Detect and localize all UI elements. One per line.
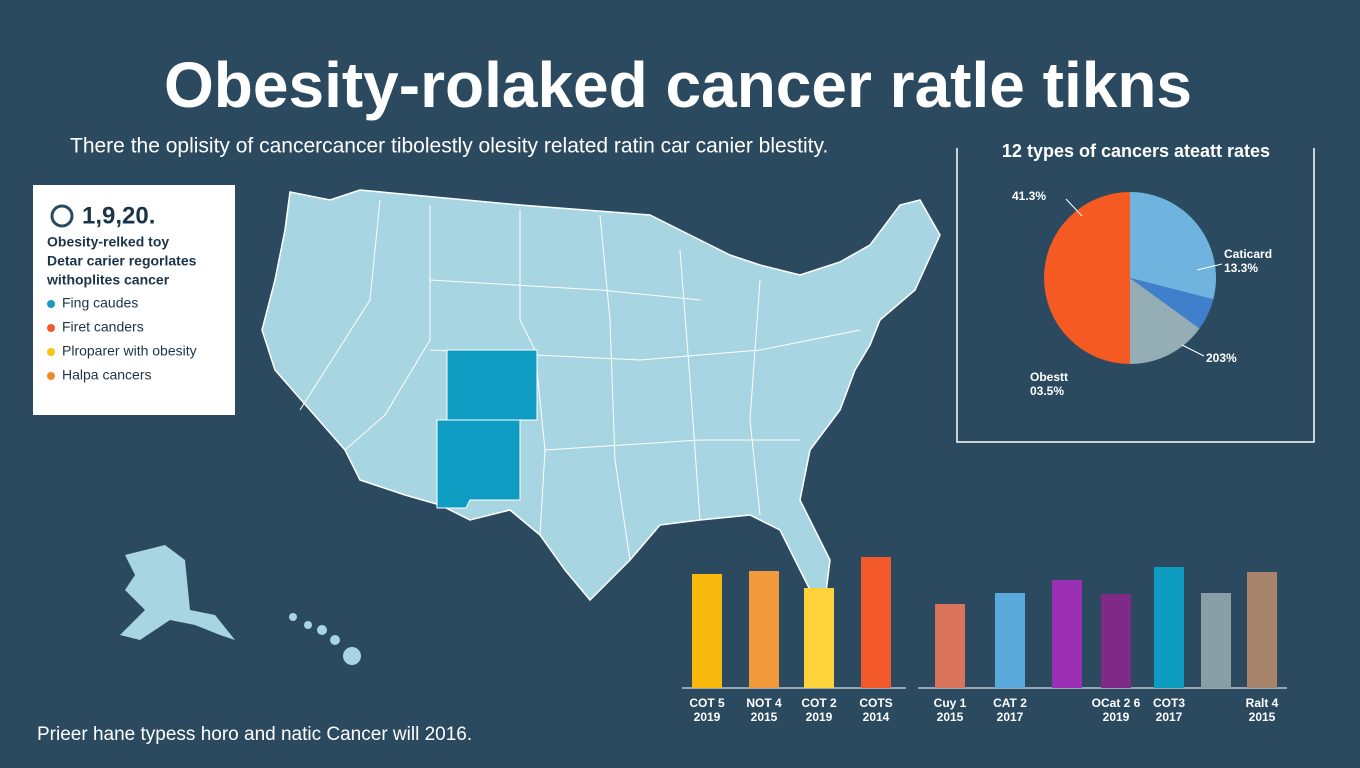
subtitle: There the oplisity of cancercancer tibol… [70,135,828,158]
legend-label: Halpa cancers [62,367,152,383]
bar [1052,580,1082,688]
legend-dot [47,372,55,380]
us-mainland [261,189,941,602]
bar-label: CAT 2 2017 [993,696,1027,724]
pie-slice [1130,278,1200,364]
footer: Prieer hane typess horo and natic Cancer… [37,724,472,745]
bar-label: COTS 2014 [859,696,892,724]
bar [692,574,722,688]
pie-annotation: Obestt 03.5% [1030,370,1068,398]
pie-leader [1181,344,1205,357]
pie-leader [1065,198,1083,217]
pie-slice [1130,192,1216,300]
legend-stat: 1,9,20. [82,202,155,229]
bar [1247,572,1277,688]
legend-icon [50,204,74,228]
pie-frame [956,148,1315,443]
bar [1201,593,1231,688]
alaska [120,545,235,640]
colorado [446,349,538,421]
pie-annotation: 203% [1206,351,1237,365]
pie-slice [1130,278,1214,329]
state-borders [299,199,861,561]
legend-label: Plroparer with obesity [62,343,197,359]
bar [1101,594,1131,688]
pie-title: 12 types of cancers ateatt rates [1002,141,1270,161]
bar-label: Cuy 1 2015 [934,696,967,724]
pie-annotation: Caticard 13.3% [1224,247,1272,275]
legend-dot [47,300,55,308]
bar-label: Ralt 4 2015 [1246,696,1279,724]
bar [861,557,891,688]
bar [1154,567,1184,688]
map [120,189,941,665]
title: Obesity-rolaked cancer ratle tikns [164,49,1192,121]
legend-label: Firet canders [62,319,144,335]
bar-label: NOT 4 2015 [746,696,782,724]
pie-leader [1196,263,1223,271]
bar [749,571,779,688]
legend-text: Obesity-relked toy [47,234,169,250]
bar [935,604,965,688]
bar-label: COT 2 2019 [801,696,837,724]
hawaii [289,613,361,665]
legend-text: Detar carier regorlates [47,253,197,269]
legend-dot [47,348,55,356]
pie-slice [1044,192,1130,364]
bar [995,593,1025,688]
bar [804,588,834,688]
legend-dot [47,324,55,332]
bar-label: OCat 2 6 2019 [1092,696,1141,724]
bar-label: COT3 2017 [1153,696,1185,724]
legend-label: Fing caudes [62,295,138,311]
legend-text: withoplites cancer [46,272,170,288]
pie-annotation: 41.3% [1012,189,1046,203]
bar-label: COT 5 2019 [689,696,725,724]
new-mexico [436,419,521,509]
